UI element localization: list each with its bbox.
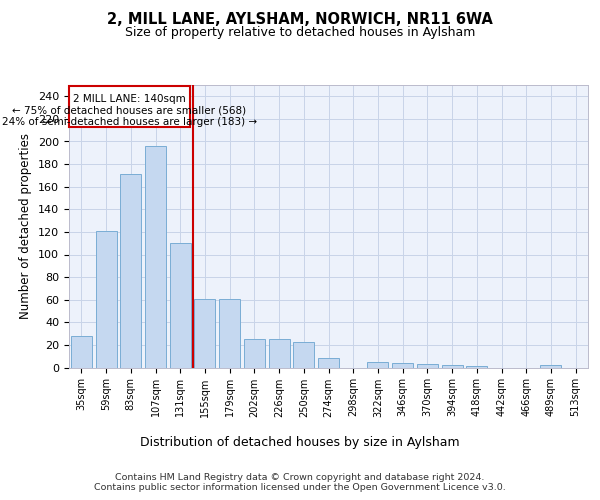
Bar	[194, 298, 215, 368]
FancyBboxPatch shape	[69, 86, 190, 127]
Bar	[145, 146, 166, 368]
Bar	[244, 339, 265, 368]
Text: Size of property relative to detached houses in Aylsham: Size of property relative to detached ho…	[125, 26, 475, 39]
Bar	[170, 243, 191, 368]
Bar	[293, 342, 314, 367]
Bar	[318, 358, 339, 368]
Text: 24% of semi-detached houses are larger (183) →: 24% of semi-detached houses are larger (…	[2, 116, 257, 126]
Bar	[219, 298, 240, 368]
Bar	[269, 339, 290, 368]
Text: Distribution of detached houses by size in Aylsham: Distribution of detached houses by size …	[140, 436, 460, 449]
Y-axis label: Number of detached properties: Number of detached properties	[19, 133, 32, 320]
Text: ← 75% of detached houses are smaller (568): ← 75% of detached houses are smaller (56…	[13, 106, 247, 116]
Bar	[541, 365, 562, 368]
Text: Contains public sector information licensed under the Open Government Licence v3: Contains public sector information licen…	[94, 484, 506, 492]
Bar	[442, 365, 463, 368]
Bar	[417, 364, 438, 368]
Bar	[71, 336, 92, 368]
Bar	[95, 231, 116, 368]
Bar	[392, 363, 413, 368]
Text: 2, MILL LANE, AYLSHAM, NORWICH, NR11 6WA: 2, MILL LANE, AYLSHAM, NORWICH, NR11 6WA	[107, 12, 493, 28]
Text: 2 MILL LANE: 140sqm: 2 MILL LANE: 140sqm	[73, 94, 186, 104]
Bar	[367, 362, 388, 368]
Text: Contains HM Land Registry data © Crown copyright and database right 2024.: Contains HM Land Registry data © Crown c…	[115, 472, 485, 482]
Bar	[120, 174, 141, 368]
Bar	[466, 366, 487, 368]
